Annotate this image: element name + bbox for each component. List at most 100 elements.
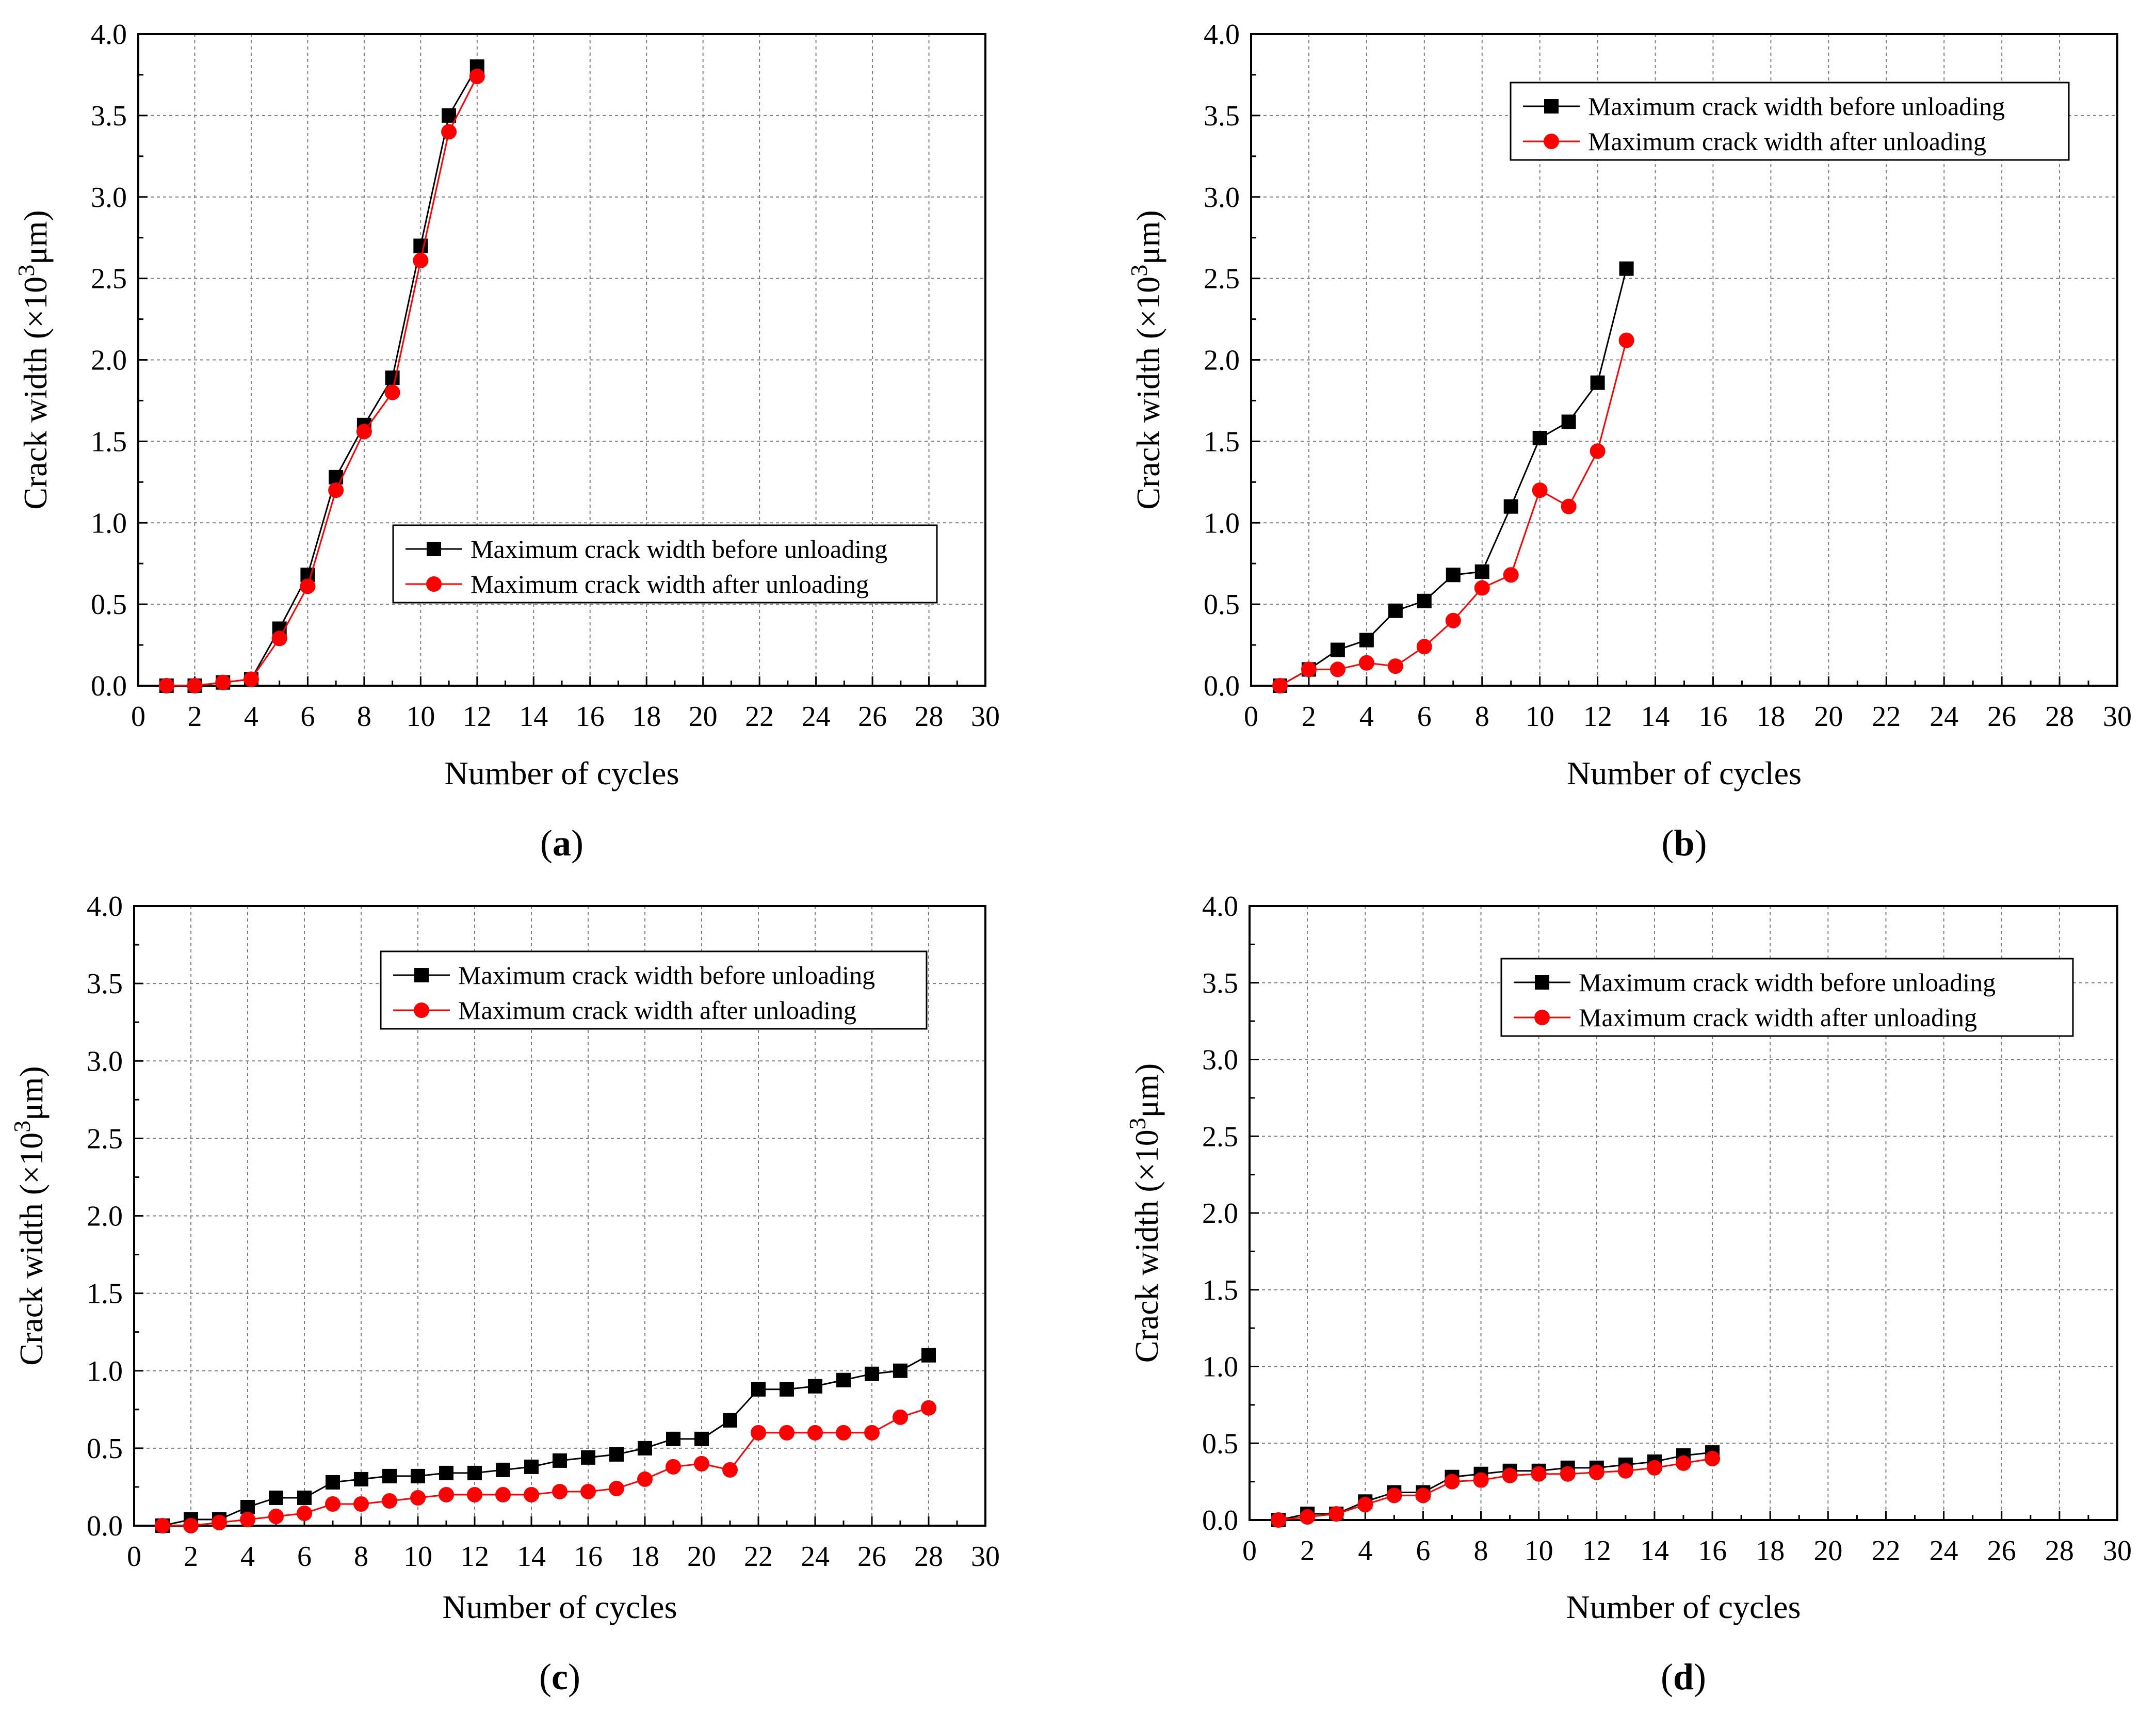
data-point-before-unloading [1561,414,1576,429]
x-tick-label: 30 [2103,701,2132,733]
y-tick-label: 1.5 [1204,426,1240,458]
data-point-after-unloading [300,578,316,594]
panel-caption: (b) [1661,822,1707,864]
data-point-before-unloading [836,1372,851,1387]
data-point-after-unloading [1561,498,1577,514]
data-point-after-unloading [413,252,429,268]
x-tick-label: 18 [630,1541,659,1573]
x-tick-label: 10 [403,1541,432,1573]
data-point-after-unloading [921,1400,936,1416]
y-tick-label: 1.5 [91,426,127,458]
x-tick-label: 16 [574,1541,603,1573]
legend: Maximum crack width before unloading Maxi… [380,950,928,1030]
data-point-before-unloading [1330,642,1345,657]
legend: Maximum crack width before unloading Maxi… [1510,82,2070,161]
data-point-after-unloading [1590,443,1606,459]
data-point-before-unloading [329,470,344,484]
data-point-before-unloading [694,1431,709,1446]
x-tick-label: 26 [1987,701,2016,733]
y-axis-title: Crack width (×103μm) [13,210,54,509]
x-tick-label: 8 [354,1541,368,1573]
data-point-before-unloading [666,1431,680,1446]
y-tick-label: 0.5 [91,589,127,621]
y-axis-title-prefix: Crack width (×10 [13,1133,50,1366]
data-point-before-unloading [411,1468,425,1483]
y-tick-label: 1.5 [1202,1274,1238,1306]
x-tick-label: 2 [1302,701,1316,733]
legend: Maximum crack width before unloading Maxi… [1500,958,2074,1037]
caption-close-paren: ) [571,822,583,864]
x-tick-label: 20 [689,701,718,733]
caption-open-paren: ( [1661,822,1674,864]
y-axis-title-unit: μm) [1130,210,1166,264]
y-tick-label: 3.0 [1202,1044,1238,1076]
y-axis-title-exponent: 3 [9,1121,35,1133]
data-point-after-unloading [580,1483,596,1499]
data-point-after-unloading [1444,1474,1460,1490]
data-point-after-unloading [240,1511,255,1527]
y-tick-label: 2.0 [1204,345,1240,377]
x-tick-label: 10 [1525,1535,1553,1567]
data-point-after-unloading [1473,1472,1489,1488]
y-axis-title: Crack width (×103μm) [1124,1063,1165,1363]
caption-letter: d [1673,1656,1694,1697]
data-point-after-unloading [807,1425,823,1441]
data-point-after-unloading [1330,661,1346,677]
panel-caption: (c) [539,1656,580,1697]
data-point-after-unloading [212,1514,227,1530]
chart-panel-c: 0 2 4 6 8 10 12 14 16 18 20 22 24 26 28 300.00.51.01.52… [9,891,1000,1697]
x-axis-title: Number of cycles [445,755,679,791]
x-tick-label: 4 [1359,701,1374,733]
legend-label-after: Maximum crack width after unloading [471,570,869,599]
y-tick-label: 4.0 [1202,891,1238,923]
data-point-after-unloading [467,1486,482,1502]
data-point-after-unloading [609,1480,624,1496]
x-axis-title: Number of cycles [1567,755,1802,791]
y-tick-label: 3.5 [1202,967,1238,999]
data-point-after-unloading [1271,1512,1287,1528]
y-tick-label: 3.5 [87,968,123,1000]
data-point-before-unloading [808,1379,822,1394]
x-tick-label: 26 [857,1541,886,1573]
legend-marker-before [1544,99,1559,114]
data-point-after-unloading [836,1425,851,1441]
x-tick-label: 18 [1756,701,1785,733]
legend-label-before: Maximum crack width before unloading [471,535,887,563]
data-point-after-unloading [215,674,231,690]
x-tick-label: 8 [1474,1535,1488,1567]
data-point-after-unloading [356,424,372,440]
y-axis-title-prefix: Crack width (×10 [1128,1129,1165,1363]
data-point-before-unloading [751,1382,766,1397]
data-point-after-unloading [268,1508,284,1524]
x-tick-label: 6 [300,701,315,733]
y-tick-label: 4.0 [91,19,127,51]
y-tick-label: 0.5 [1202,1428,1238,1460]
data-point-after-unloading [1531,1466,1547,1482]
legend-box [380,950,928,1030]
x-tick-label: 22 [1872,701,1901,733]
x-tick-label: 28 [915,701,944,733]
data-point-before-unloading [269,1490,283,1505]
data-point-after-unloading [1300,1509,1316,1525]
x-tick-label: 24 [801,1541,830,1573]
y-tick-label: 2.0 [1202,1198,1238,1230]
legend-label-before: Maximum crack width before unloading [458,961,875,990]
y-tick-label: 1.5 [87,1278,123,1310]
data-point-after-unloading [353,1496,369,1512]
data-point-after-unloading [1560,1466,1576,1482]
data-point-after-unloading [384,384,400,400]
y-tick-label: 3.5 [91,100,127,132]
legend-marker-after [1544,134,1559,149]
x-tick-label: 0 [131,701,145,733]
y-axis-title-prefix: Crack width (×10 [1130,277,1166,510]
x-tick-label: 24 [1930,701,1958,733]
y-tick-label: 0.5 [1204,589,1240,621]
y-tick-label: 2.5 [91,263,127,295]
data-point-before-unloading [581,1450,595,1465]
x-tick-label: 6 [297,1541,312,1573]
data-point-after-unloading [1676,1455,1691,1471]
x-tick-label: 4 [244,701,258,733]
y-tick-label: 4.0 [1204,19,1240,51]
x-axis-title: Number of cycles [1566,1589,1801,1625]
